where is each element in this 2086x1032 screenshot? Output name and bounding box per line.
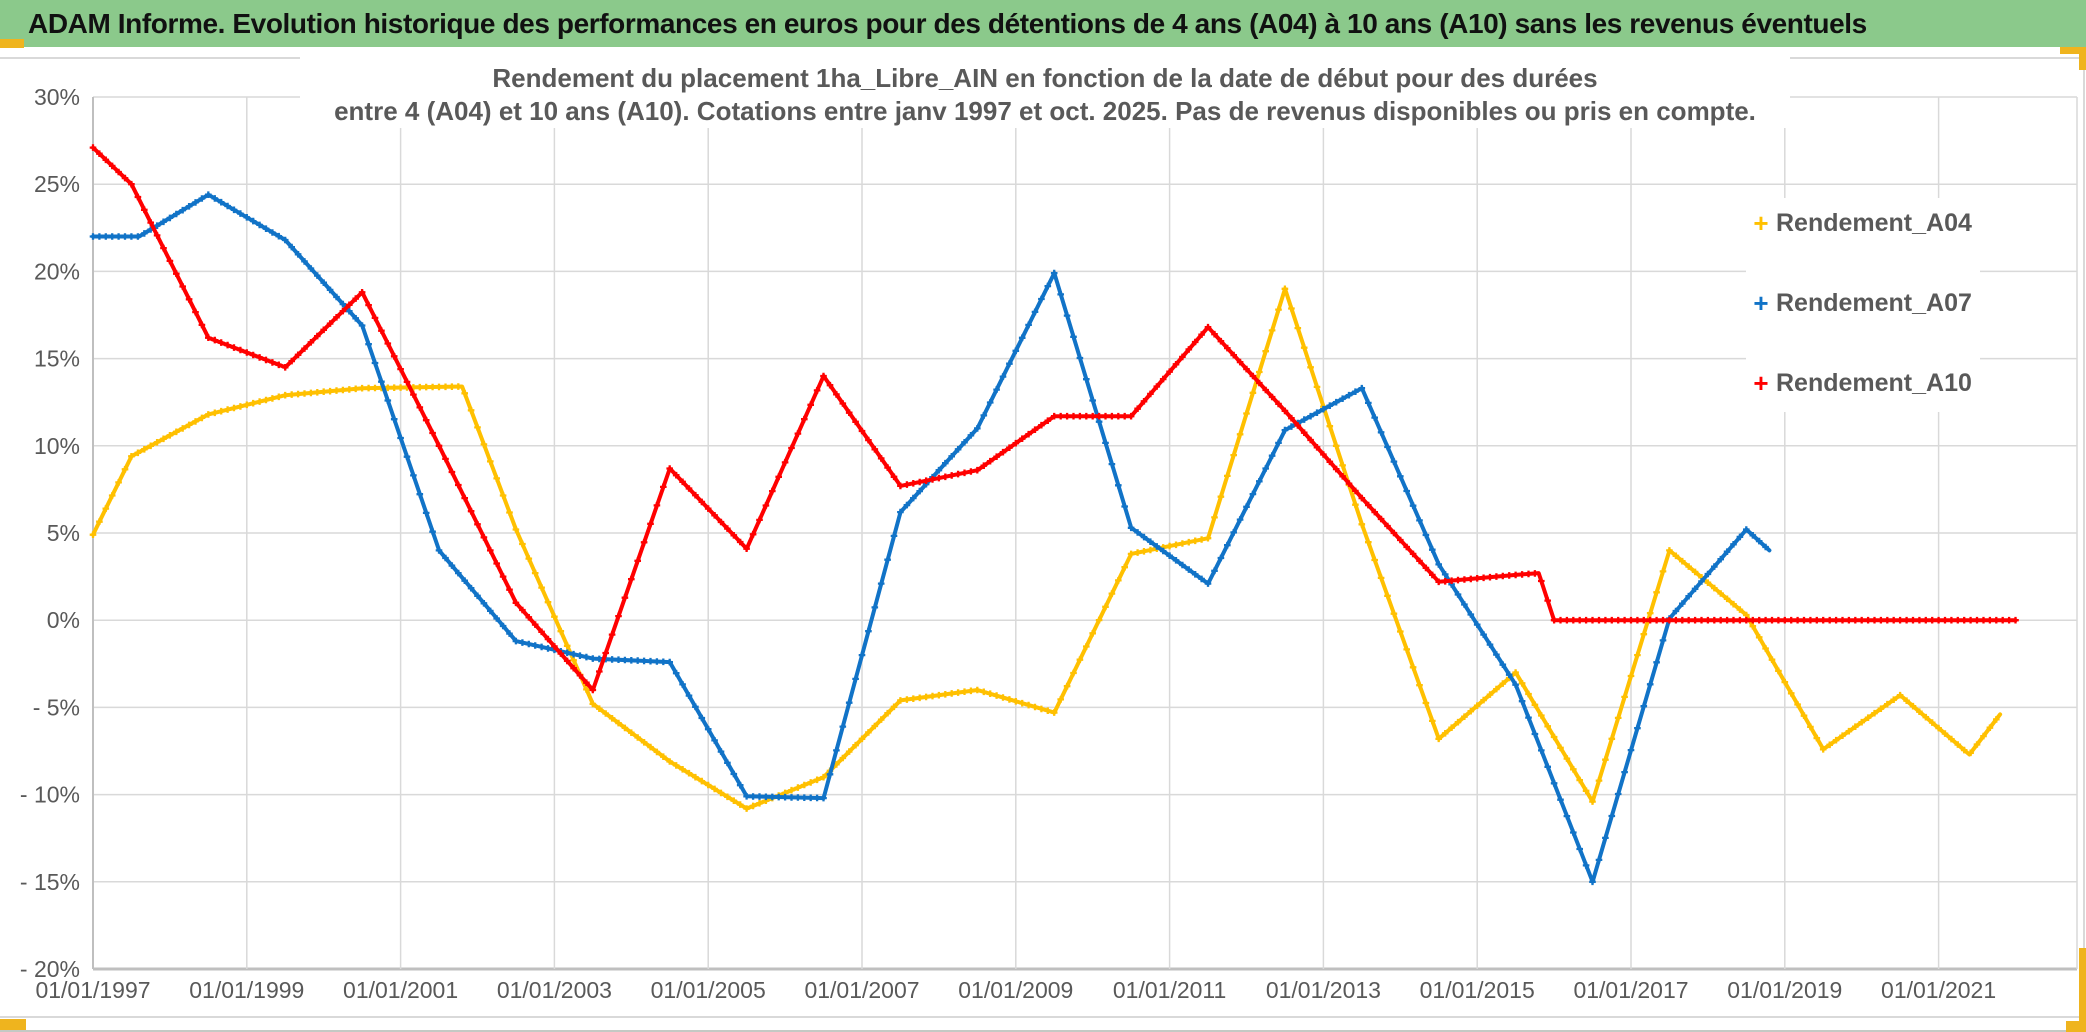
x-tick-label: 01/01/1997 [35,977,150,1003]
y-tick-label: - 5% [33,694,80,720]
y-tick-label: 0% [47,607,80,633]
x-tick-label: 01/01/2001 [343,977,458,1003]
x-tick-label: 01/01/2007 [804,977,919,1003]
y-tick-label: - 15% [20,869,80,895]
y-tick-label: - 10% [20,782,80,808]
right-window-border [2083,47,2085,1032]
x-tick-label: 01/01/2021 [1881,977,1996,1003]
x-tick-label: 01/01/2019 [1727,977,1842,1003]
y-tick-label: 10% [34,433,80,459]
y-tick-label: - 20% [20,956,80,982]
legend-label-a10: Rendement_A10 [1776,368,1972,397]
accent-top-right-horizontal [2060,47,2086,54]
y-tick-label: 20% [34,258,80,284]
x-tick-label: 01/01/2011 [1113,977,1226,1003]
accent-bottom-right [2066,1021,2086,1032]
legend-item-a10: + Rendement_A10 [1746,366,1980,400]
x-tick-label: 01/01/1999 [189,977,304,1003]
series-line-Rendement_A07 [91,192,1772,884]
plus-marker-icon-a07: + [1753,288,1769,318]
accent-top-right-vertical [2079,47,2086,70]
accent-top-left [0,39,24,48]
chart-title-line2: entre 4 (A04) et 10 ans (A10). Cotations… [334,96,1756,126]
x-tick-label: 01/01/2003 [497,977,612,1003]
legend: + Rendement_A04 + Rendement_A07 + Rendem… [1746,198,1980,412]
series-plus-markers-Rendement_A07 [89,191,1769,886]
bottom-divider-line [0,1016,2086,1018]
y-tick-label: 5% [47,520,80,546]
plus-marker-icon-a04: + [1753,208,1769,238]
series-plus-markers-Rendement_A04 [89,285,2000,812]
chart-title-line1: Rendement du placement 1ha_Libre_AIN en … [492,63,1598,93]
x-tick-label: 01/01/2015 [1420,977,1535,1003]
accent-bottom-left [0,1019,26,1030]
legend-item-a07: + Rendement_A07 [1746,286,1980,320]
x-tick-label: 01/01/2005 [651,977,766,1003]
y-tick-label: 15% [34,346,80,372]
series-line-Rendement_A04 [91,286,2003,811]
legend-label-a07: Rendement_A07 [1776,288,1972,317]
chart-title: Rendement du placement 1ha_Libre_AIN en … [300,57,1790,128]
legend-label-a04: Rendement_A04 [1776,208,1972,237]
accent-right-edge-strip [2079,948,2086,1032]
x-tick-label: 01/01/2013 [1266,977,1381,1003]
bottom-edge-line [0,1030,2086,1032]
series-plus-markers-Rendement_A10 [89,144,2019,694]
title-bar-label: ADAM Informe. Evolution historique des p… [28,7,1867,39]
x-tick-label: 01/01/2009 [958,977,1073,1003]
title-bar: ADAM Informe. Evolution historique des p… [0,0,2086,47]
y-tick-label: 30% [34,84,80,110]
y-tick-label: 25% [34,171,80,197]
x-tick-label: 01/01/2017 [1573,977,1688,1003]
plus-marker-icon-a10: + [1753,368,1769,398]
legend-item-a04: + Rendement_A04 [1746,206,1980,240]
